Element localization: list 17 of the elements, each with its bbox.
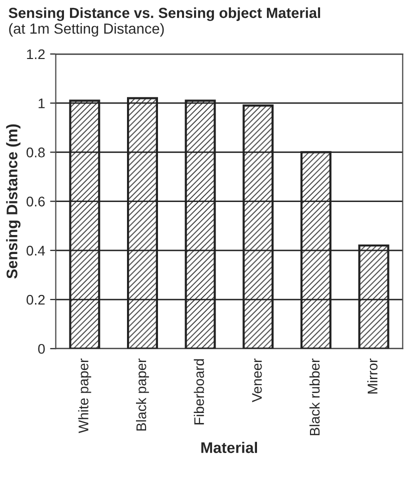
x-tick-label: Mirror [367,358,378,394]
x-tick-label: White paper [78,358,92,434]
y-tick-label: 0 [38,344,45,354]
y-tick-label: 0.8 [26,148,45,158]
x-axis-title: Material [201,442,258,454]
y-tick-label: 1 [38,98,45,108]
y-tick-label: 1.2 [27,49,45,60]
y-tick-label: 0.6 [26,196,45,206]
x-tick-label: Black paper [136,358,149,431]
y-tick-label: 0.4 [26,246,45,256]
y-axis-title: Sensing Distance (m) [6,124,20,279]
x-tick-label: Black rubber [309,358,320,436]
y-tick-label: 0.2 [26,294,45,305]
x-tick-label: Veneer [252,358,262,402]
chart-subtitle: (at 1m Setting Distance) [9,23,164,37]
x-tick-label: Fiberboard [194,359,204,424]
chart-title: Sensing Distance vs. Sensing object Material [8,7,320,22]
